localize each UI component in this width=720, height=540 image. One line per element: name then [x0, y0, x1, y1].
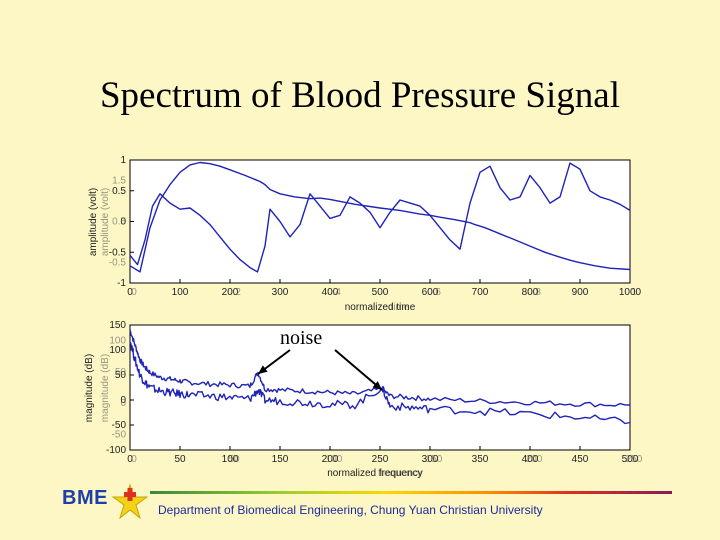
frequency-xtick-label: 350 — [472, 454, 489, 465]
frequency-chart-lines — [129, 329, 631, 425]
frequency-ytick-label-overlay: 0 — [120, 398, 126, 409]
frequency-xtick-label-overlay: 200 — [526, 454, 543, 465]
time-series-line-2 — [129, 162, 631, 273]
noise-annotation-label: noise — [280, 327, 322, 349]
frequency-xtick-label: 100 — [222, 454, 239, 465]
time-chart-ylabel-overlay: amplitude (volt) — [100, 188, 111, 256]
frequency-xtick-label: 50 — [174, 454, 186, 465]
slide-title: Spectrum of Blood Pressure Signal — [99, 75, 620, 116]
noise-arrow — [334, 349, 383, 391]
frequency-ytick-label: 0 — [120, 395, 126, 406]
frequency-ytick-label: -50 — [112, 420, 127, 431]
frequency-xtick-label: 200 — [322, 454, 339, 465]
frequency-ytick-label: 150 — [109, 320, 126, 331]
time-chart-ylabel: amplitude (volt) — [88, 188, 99, 256]
frequency-xtick-label: 450 — [572, 454, 589, 465]
frequency-chart-xlabel: normalized frequency — [327, 468, 423, 479]
frequency-xtick-label: 250 — [372, 454, 389, 465]
frequency-chart-ylabel-overlay: magnitude (dB) — [100, 354, 111, 422]
time-ytick-label-overlay: -0.5 — [109, 258, 127, 269]
time-ytick-label: 1 — [120, 155, 126, 166]
time-xtick-label: 0 — [127, 287, 133, 298]
time-ytick-label-overlay: 1.5 — [112, 176, 126, 187]
frequency-xtick-label-overlay: 0 — [131, 454, 137, 465]
time-xtick-label: 200 — [222, 287, 239, 298]
frequency-ytick-label: 100 — [109, 345, 126, 356]
time-ytick-label-overlay: 0.5 — [112, 217, 126, 228]
time-chart-lines — [129, 161, 631, 273]
logo-text: BME — [62, 487, 108, 509]
frequency-series-line-2 — [129, 341, 631, 425]
footer-divider — [150, 491, 672, 494]
time-xtick-label: 100 — [172, 287, 189, 298]
frequency-xtick-label: 400 — [522, 454, 539, 465]
noise-arrowhead — [258, 365, 268, 374]
frequency-xtick-label: 0 — [127, 454, 133, 465]
time-xtick-label: 800 — [522, 287, 539, 298]
frequency-xtick-label: 150 — [272, 454, 289, 465]
star-cross-icon — [111, 483, 149, 520]
footer-department: Department of Biomedical Engineering, Ch… — [158, 503, 543, 517]
frequency-ytick-label: -100 — [106, 445, 126, 456]
noise-arrows — [257, 349, 383, 391]
time-xtick-label-overlay: 0 — [131, 287, 137, 298]
time-ytick-label: 0.5 — [112, 186, 126, 197]
frequency-ytick-label-overlay: -50 — [112, 429, 127, 440]
time-xtick-label: 300 — [272, 287, 289, 298]
time-chart-xlabel-overlay: time — [391, 302, 410, 313]
time-ytick-label: -1 — [117, 278, 126, 289]
frequency-xtick-label-overlay: 100 — [326, 454, 343, 465]
frequency-chart-xlabel-overlay: frequency — [378, 468, 422, 479]
time-ytick-label: -0.5 — [109, 247, 127, 258]
time-xtick-label: 600 — [422, 287, 439, 298]
time-chart-ticks: 0 100 200 300 400 500 600 700 800 900 1000 0 0.2 0.4 0… — [109, 155, 642, 298]
time-series-line-1 — [129, 161, 631, 273]
frequency-xtick-label-overlay: 150 — [426, 454, 443, 465]
time-xtick-label-overlay: 0.6 — [427, 287, 441, 298]
time-xtick-label-overlay: 1 — [631, 287, 637, 298]
noise-arrowhead — [372, 381, 382, 390]
time-chart-xlabel: normalized time — [345, 302, 416, 313]
time-xtick-label: 500 — [372, 287, 389, 298]
frequency-ytick-label: 50 — [115, 370, 127, 381]
frequency-ytick-label-overlay: 100 — [109, 336, 126, 347]
frequency-xtick-label: 300 — [422, 454, 439, 465]
time-domain-chart: 0 100 200 300 400 500 600 700 800 900 1000 0 0.2 0.4 0… — [88, 155, 642, 313]
frequency-xtick-label-overlay: 250 — [626, 454, 643, 465]
time-xtick-label-overlay: 0.2 — [227, 287, 241, 298]
time-xtick-label: 1000 — [619, 287, 642, 298]
time-xtick-label: 400 — [322, 287, 339, 298]
frequency-ytick-label-overlay: 50 — [115, 367, 127, 378]
frequency-chart-ylabel: magnitude (dB) — [84, 354, 95, 422]
time-xtick-label-overlay: 0.8 — [527, 287, 541, 298]
frequency-series-line-1 — [129, 329, 631, 408]
time-xtick-label: 700 — [472, 287, 489, 298]
frequency-xtick-label: 500 — [622, 454, 639, 465]
time-chart-frame — [129, 159, 631, 284]
bme-logo: BME — [62, 483, 162, 525]
time-xtick-label: 900 — [572, 287, 589, 298]
frequency-xtick-label-overlay: 50 — [228, 454, 240, 465]
time-ytick-label: 0 — [120, 217, 126, 228]
time-xtick-label-overlay: 0.4 — [327, 287, 341, 298]
